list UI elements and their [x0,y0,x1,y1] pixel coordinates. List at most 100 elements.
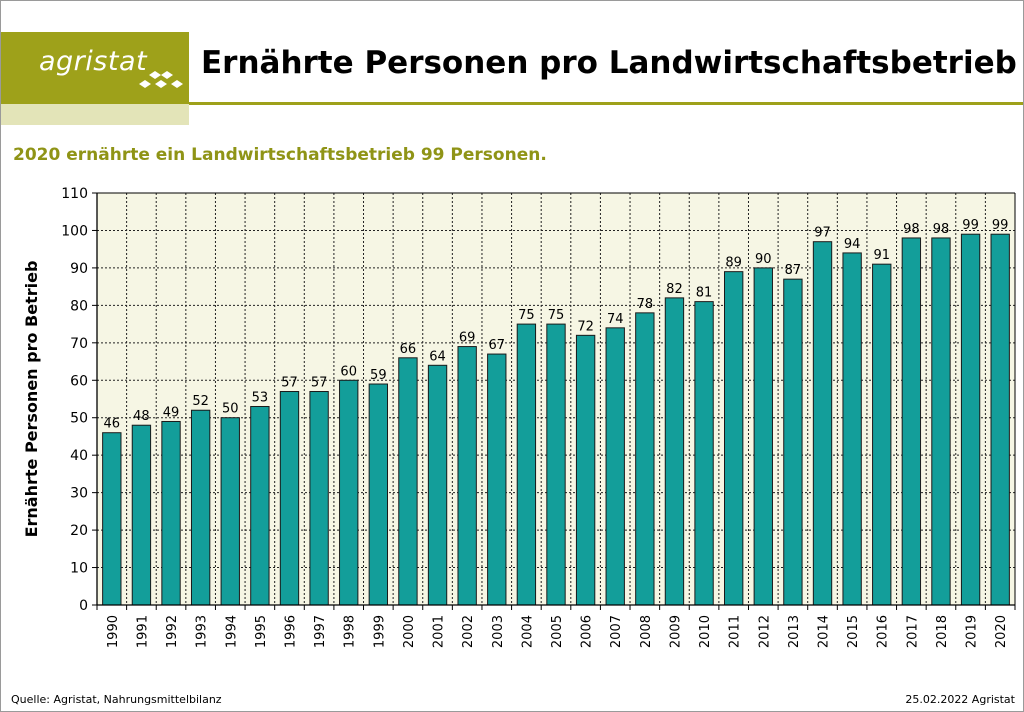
title-rule [189,102,1023,105]
bar [990,233,1010,606]
y-tick-label: 60 [70,373,88,389]
data-label: 46 [104,417,121,432]
x-tick-label: 1996 [283,615,298,648]
bar [220,417,240,606]
x-tick-label: 2013 [787,615,802,648]
bar-chart: 46 48 49 52 50 53 57 57 60 59 66 64 69 67 75 75 72 74 78 82… [22,186,1016,648]
data-label: 52 [192,394,209,409]
bar [842,252,862,606]
x-tick-label: 2005 [550,615,565,648]
x-tick-label: 2002 [461,615,476,648]
x-tick-label: 1995 [254,615,269,648]
bar [368,383,389,606]
bar [783,278,803,606]
logo-box [1,32,189,104]
x-tick-label: 1991 [135,615,150,648]
data-label: 87 [785,263,802,278]
data-label: 69 [459,331,476,346]
data-label: 99 [962,218,979,233]
x-tick-label: 1994 [224,615,239,648]
bar [812,241,833,606]
data-label: 53 [252,390,269,405]
bar [753,267,773,606]
y-tick-label: 50 [70,411,88,427]
x-tick-label: 1992 [165,615,180,648]
data-label: 99 [992,218,1009,233]
data-label: 98 [903,222,920,237]
x-tick-label: 1999 [372,615,387,648]
x-tick-label: 2016 [876,615,891,648]
data-label: 98 [933,222,950,237]
x-tick-label: 1990 [106,615,121,648]
x-tick-label: 2009 [668,615,683,648]
x-tick-label: 2008 [639,615,654,648]
logo-strip [1,104,189,125]
x-tick-label: 2019 [965,615,980,648]
y-tick-label: 100 [61,223,88,239]
y-tick-label: 80 [70,298,88,314]
data-label: 64 [429,349,446,364]
bar [161,420,181,606]
x-tick-label: 2014 [817,615,832,648]
data-label: 78 [637,297,654,312]
y-tick-label: 90 [70,261,88,277]
y-tick-label: 0 [79,598,88,614]
x-tick-label: 2007 [609,615,624,648]
x-tick-label: 2003 [491,615,506,648]
data-label: 60 [340,364,357,379]
y-tick-label: 20 [70,523,88,539]
y-axis-title: Ernährte Personen pro Betrieb [22,261,41,538]
data-label: 89 [725,256,742,271]
logo-text: agristat [39,46,148,77]
bar [723,271,744,606]
data-label: 67 [489,338,506,353]
data-label: 82 [666,282,683,297]
source-note: Quelle: Agristat, Nahrungsmittelbilanz [11,693,222,706]
bar [190,409,211,606]
data-label: 48 [133,409,150,424]
bar [635,312,655,606]
data-label: 57 [281,376,298,391]
bar [960,233,981,606]
data-label: 72 [577,319,594,334]
y-tick-label: 110 [61,186,88,202]
bar [575,334,596,606]
bar [457,346,477,606]
x-tick-label: 2011 [728,615,743,648]
bar [339,379,359,606]
y-tick-label: 30 [70,486,88,502]
bar [546,323,566,606]
x-tick-label: 2004 [520,615,535,648]
x-tick-label: 1997 [313,615,328,648]
x-tick-label: 2017 [905,615,920,648]
data-label: 81 [696,286,713,301]
x-tick-label: 2015 [846,615,861,648]
bar [398,357,418,606]
x-tick-label: 2010 [698,615,713,648]
bar [605,327,625,606]
data-label: 97 [814,226,831,241]
data-label: 94 [844,237,861,252]
y-tick-label: 70 [70,336,88,352]
x-tick-label: 2012 [757,615,772,648]
data-label: 49 [163,405,180,420]
bar [131,424,152,606]
bar [872,263,892,606]
bar [250,405,270,606]
page-title: Ernährte Personen pro Landwirtschaftsbet… [201,45,1017,81]
data-label: 75 [548,308,565,323]
y-tick-label: 10 [70,561,88,577]
data-label: 59 [370,368,387,383]
data-label: 90 [755,252,772,267]
x-tick-label: 2006 [580,615,595,648]
bar [102,432,122,606]
bar [309,391,329,606]
data-label: 57 [311,376,328,391]
date-note: 25.02.2022 Agristat [905,693,1015,706]
data-label: 91 [873,248,890,263]
bar [516,323,537,606]
x-tick-label: 2018 [935,615,950,648]
bar [901,237,922,606]
x-tick-label: 1998 [343,615,358,648]
